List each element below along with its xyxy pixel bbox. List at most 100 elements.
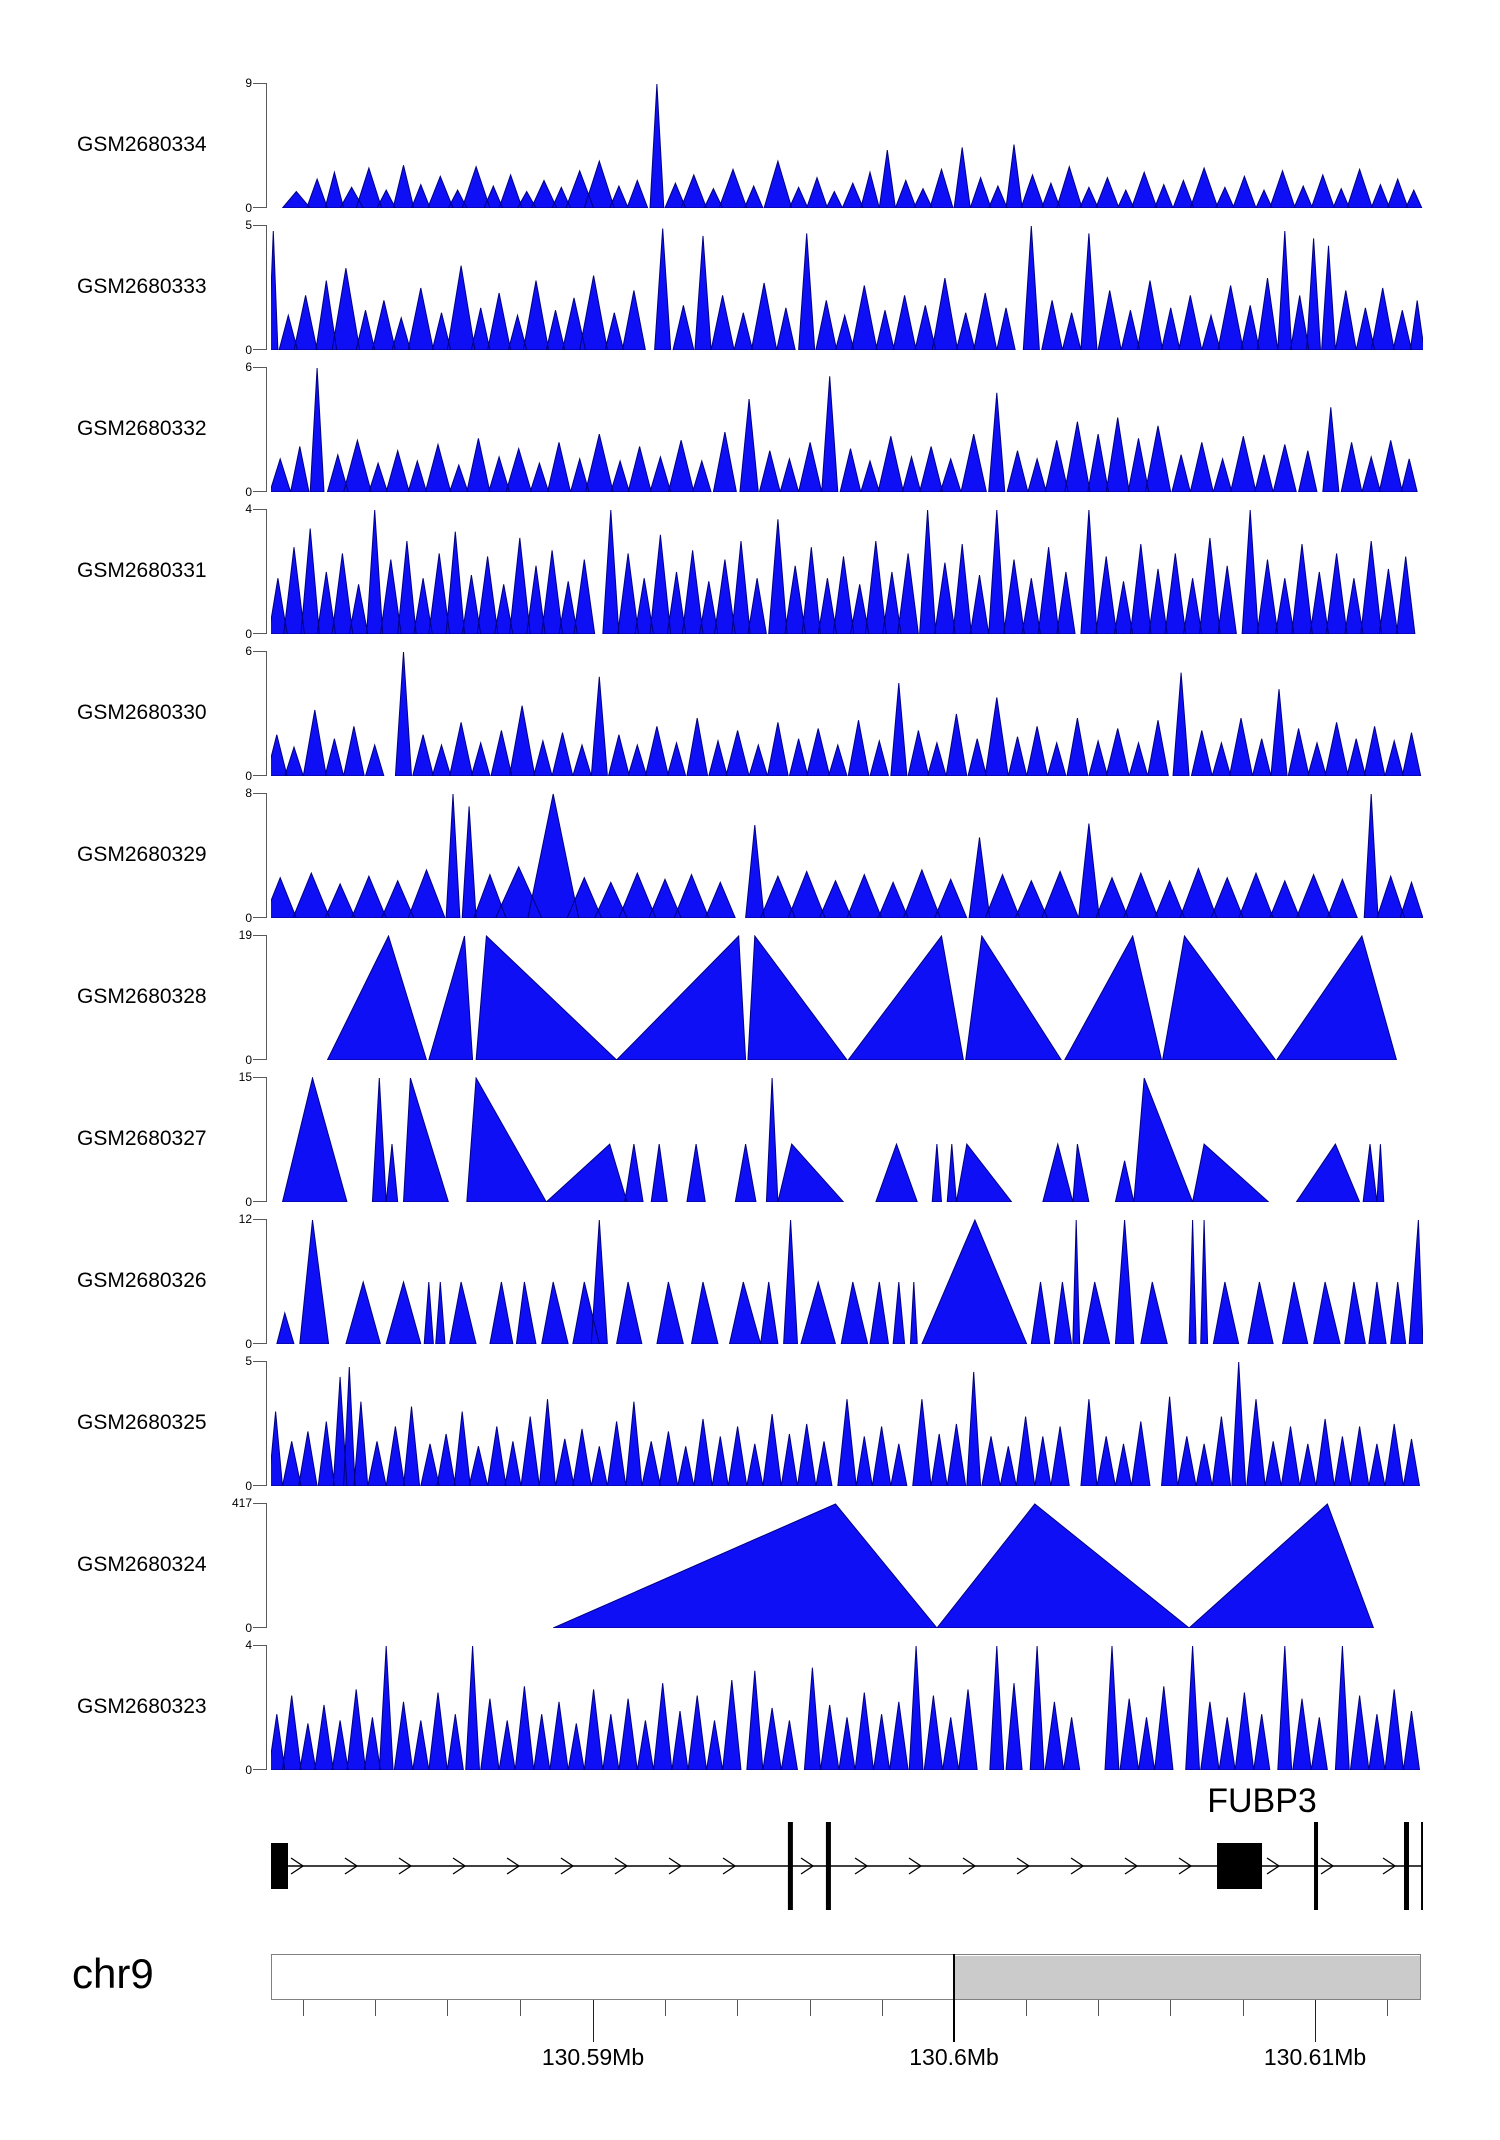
strand-arrow-icon [344,1857,359,1875]
strand-arrow-icon [1016,1857,1031,1875]
strand-arrow-icon [452,1857,467,1875]
y-axis-zero-label: 0 [245,343,252,357]
coverage-polygon [271,509,1416,634]
y-axis-line [266,1503,267,1628]
strand-arrow-icon [506,1857,521,1875]
axis-minor-tick [1170,2000,1172,2016]
axis-minor-tick [1026,2000,1028,2016]
strand-arrow-icon [1382,1857,1397,1875]
y-axis-zero-label: 0 [245,911,252,925]
y-axis-top-tick [253,935,266,936]
y-axis-line [266,1219,267,1344]
sample-label: GSM2680323 [77,1695,207,1718]
coverage-area [271,793,1423,918]
axis-minor-tick [519,2000,521,2016]
y-axis-top-tick [253,1645,266,1646]
y-axis-max-label: 9 [245,76,252,90]
strand-arrow-icon [854,1857,869,1875]
y-axis-bottom-tick [253,1201,266,1202]
gene-model-track [271,1822,1423,1910]
y-axis-bottom-tick [253,1769,266,1770]
y-axis-bottom-tick [253,1485,266,1486]
y-axis-line [266,1077,267,1202]
chromosome-label: chr9 [72,1950,154,1997]
y-axis-line [266,367,267,492]
axis-major-tick [592,2000,594,2042]
y-axis-top-tick [253,225,266,226]
y-axis-zero-label: 0 [245,1337,252,1351]
coverage-polygon [552,1503,1375,1628]
coverage-polygon [271,225,1423,350]
exon-bar [825,1822,831,1910]
strand-arrow-icon [722,1857,737,1875]
y-axis-zero-label: 0 [245,1621,252,1635]
y-axis-line [266,1361,267,1486]
y-axis-top-tick [253,1077,266,1078]
y-axis-zero-label: 0 [245,1195,252,1209]
y-axis-bottom-tick [253,1343,266,1344]
y-axis-line [266,651,267,776]
y-axis-max-label: 5 [245,1354,252,1368]
y-axis-max-label: 15 [238,1070,252,1084]
y-axis-max-label: 5 [245,218,252,232]
strand-arrow-icon [908,1857,923,1875]
sample-label: GSM2680326 [77,1269,207,1292]
y-axis-top-tick [253,509,266,510]
y-axis-bottom-tick [253,775,266,776]
y-axis-bottom-tick [253,491,266,492]
y-axis-top-tick [253,651,266,652]
axis-minor-tick [1242,2000,1244,2016]
coverage-area [271,509,1416,634]
strand-arrow-icon [290,1857,305,1875]
exon-bar [1421,1822,1423,1910]
y-axis-top-tick [253,1503,266,1504]
y-axis-bottom-tick [253,917,266,918]
coverage-area [552,1503,1375,1628]
sample-label: GSM2680333 [77,275,207,298]
coverage-area [276,1219,1423,1344]
y-axis-zero-label: 0 [245,1053,252,1067]
sample-label: GSM2680330 [77,701,207,724]
y-axis-zero-label: 0 [245,627,252,641]
axis-major-tick [1315,2000,1317,2042]
gene-name-label: FUBP3 [1207,1782,1317,1820]
coverage-polygon [271,1645,1421,1770]
sample-label: GSM2680331 [77,559,207,582]
y-axis-bottom-tick [253,207,266,208]
sample-label: GSM2680332 [77,417,207,440]
y-axis-bottom-tick [253,1627,266,1628]
axis-minor-tick [882,2000,884,2016]
y-axis-line [266,935,267,1060]
coverage-polygon [271,1361,1421,1486]
exon-box [271,1843,288,1889]
coverage-area [281,83,1423,208]
coverage-polygon [271,367,1418,492]
y-axis-line [266,793,267,918]
axis-minor-tick [1386,2000,1388,2016]
y-axis-line [266,1645,267,1770]
y-axis-line [266,509,267,634]
sample-label: GSM2680334 [77,133,207,156]
strand-arrow-icon [1070,1857,1085,1875]
coverage-polygon [326,935,1398,1060]
strand-arrow-icon [560,1857,575,1875]
y-axis-line [266,225,267,350]
axis-minor-tick [303,2000,305,2016]
y-axis-top-tick [253,1219,266,1220]
axis-minor-tick [736,2000,738,2016]
sample-label: GSM2680324 [77,1553,207,1576]
y-axis-zero-label: 0 [245,1479,252,1493]
coverage-polygon [276,1219,1423,1344]
y-axis-bottom-tick [253,1059,266,1060]
y-axis-bottom-tick [253,349,266,350]
y-axis-top-tick [253,83,266,84]
coverage-area [271,1645,1421,1770]
coverage-polygon [281,83,1423,208]
strand-arrow-icon [398,1857,413,1875]
highlight-region [954,1955,1420,1999]
strand-arrow-icon [800,1857,815,1875]
strand-arrow-icon [614,1857,629,1875]
y-axis-max-label: 4 [245,1638,252,1652]
y-axis-max-label: 6 [245,644,252,658]
